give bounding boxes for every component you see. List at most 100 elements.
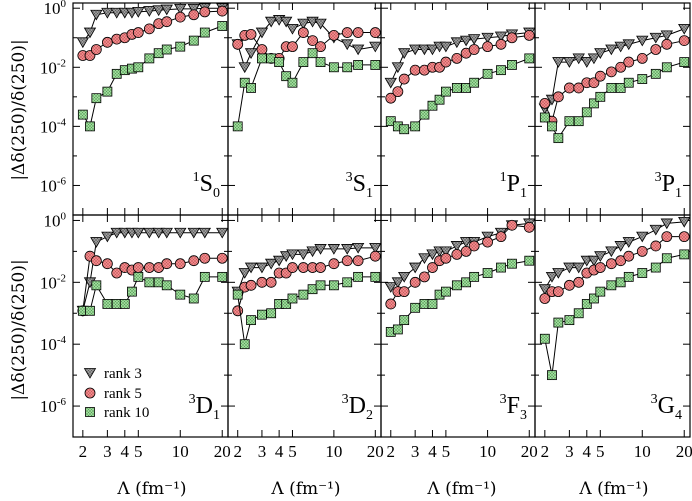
triangle-marker xyxy=(143,6,156,17)
panel-label-1S0: 1S0 xyxy=(193,170,220,201)
x-tick-label: 3 xyxy=(565,442,574,461)
circle-marker xyxy=(256,276,268,288)
x-tick-label: 2 xyxy=(541,442,550,461)
circle-marker xyxy=(539,293,551,304)
triangle-marker xyxy=(244,48,258,59)
y-tick-label: 10-6 xyxy=(40,396,67,416)
series-line xyxy=(390,260,530,333)
square-marker xyxy=(257,53,267,64)
triangle-marker xyxy=(341,39,354,51)
circle-marker xyxy=(143,262,155,273)
triangle-marker xyxy=(418,44,431,56)
triangle-marker xyxy=(152,227,165,239)
circle-marker xyxy=(427,262,438,273)
circle-marker xyxy=(563,279,575,291)
triangle-marker xyxy=(238,62,251,74)
x-axis-title-col3: Λ (fm⁻¹) xyxy=(426,479,496,499)
square-marker xyxy=(419,109,430,120)
triangle-marker xyxy=(187,227,200,239)
circle-marker xyxy=(523,30,535,41)
circle-marker xyxy=(506,219,518,231)
circle-marker xyxy=(256,44,268,55)
y-tick-label: 10-4 xyxy=(40,116,67,136)
panel-3D2: 3D2 xyxy=(227,214,382,438)
x-axis-title-col4: Λ (fm⁻¹) xyxy=(578,479,648,499)
square-marker xyxy=(581,107,592,118)
circle-marker xyxy=(132,27,144,38)
square-marker xyxy=(440,86,451,97)
circle-marker xyxy=(409,276,421,288)
circle-marker xyxy=(111,267,123,279)
triangle-marker xyxy=(297,18,310,30)
legend-label: rank 3 xyxy=(104,366,142,382)
circle-marker xyxy=(460,245,472,257)
square-marker xyxy=(615,277,626,288)
triangle-marker xyxy=(391,62,405,74)
circle-marker xyxy=(506,32,518,44)
x-tick-label: 2 xyxy=(233,442,242,461)
circle-marker xyxy=(143,23,155,35)
series-rank-3 xyxy=(384,27,536,89)
circle-marker xyxy=(101,258,113,270)
x-tick-label: 20 xyxy=(676,442,692,461)
square-marker xyxy=(595,286,606,297)
series-rank-10 xyxy=(77,21,228,132)
square-marker xyxy=(175,41,186,52)
square-marker xyxy=(91,93,102,104)
triangle-marker xyxy=(351,44,365,56)
circle-marker xyxy=(90,255,102,267)
triangle-marker xyxy=(459,237,473,248)
triangle-marker xyxy=(327,244,341,255)
triangle-marker xyxy=(622,237,635,248)
triangle-marker xyxy=(90,237,103,248)
x-tick-label: 10 xyxy=(325,442,342,461)
square-marker xyxy=(133,62,144,73)
panel-3D1: 3D1 xyxy=(72,214,229,438)
circle-marker xyxy=(623,250,635,262)
triangle-marker xyxy=(110,7,123,19)
square-marker xyxy=(111,68,122,79)
triangle-marker xyxy=(418,253,431,265)
square-marker xyxy=(281,299,292,309)
square-marker xyxy=(153,48,164,59)
series-rank-3 xyxy=(76,227,229,317)
square-marker xyxy=(246,83,256,93)
panel-1S0: 1S0 xyxy=(72,2,229,216)
circle-marker xyxy=(188,9,200,21)
triangle-marker xyxy=(160,227,173,239)
square-marker xyxy=(547,370,557,381)
x-tick-label: 5 xyxy=(442,442,451,461)
panel-label-3G4: 3G4 xyxy=(651,392,682,423)
square-marker xyxy=(175,289,186,300)
circle-marker xyxy=(369,27,381,38)
square-marker xyxy=(606,83,617,93)
triangle-marker xyxy=(552,268,565,279)
circle-marker xyxy=(623,56,635,68)
x-tick-label: 5 xyxy=(596,442,605,461)
triangle-marker xyxy=(580,57,593,68)
triangle-marker xyxy=(83,368,97,379)
square-marker xyxy=(328,280,339,291)
triangle-marker xyxy=(563,262,576,274)
square-marker xyxy=(595,91,606,102)
square-marker xyxy=(102,86,113,97)
square-marker xyxy=(399,124,410,135)
square-marker xyxy=(427,299,438,309)
circle-marker xyxy=(328,30,340,41)
triangle-marker xyxy=(216,227,229,239)
triangle-marker xyxy=(678,216,691,228)
triangle-marker xyxy=(605,246,618,258)
triangle-marker xyxy=(244,262,258,274)
triangle-marker xyxy=(286,249,299,261)
x-tick-label: 10 xyxy=(634,442,651,461)
x-tick-label: 3 xyxy=(103,442,112,461)
triangle-marker xyxy=(264,258,278,270)
square-marker xyxy=(217,271,228,282)
x-tick-label: 10 xyxy=(172,442,189,461)
circle-marker xyxy=(605,258,617,270)
circle-marker xyxy=(341,255,353,267)
circle-marker xyxy=(615,61,627,73)
legend-item-rank-10: rank 10 xyxy=(85,405,149,421)
series-rank-3 xyxy=(538,216,691,295)
